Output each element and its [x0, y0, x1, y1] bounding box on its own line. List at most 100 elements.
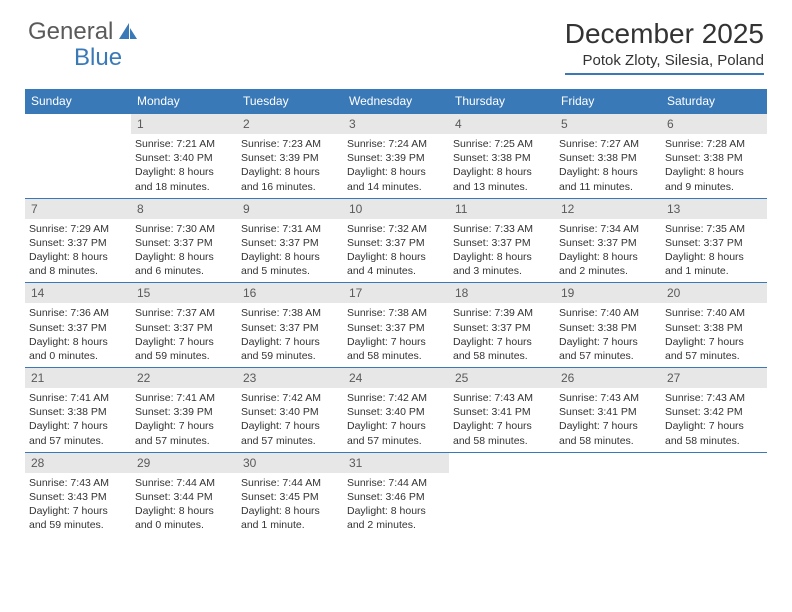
daylight-line: Daylight: 8 hours and 0 minutes.: [29, 336, 108, 362]
sunset-line: Sunset: 3:39 PM: [347, 152, 425, 164]
sunrise-line: Sunrise: 7:21 AM: [135, 138, 215, 150]
day-number: [555, 453, 661, 473]
logo: General: [28, 18, 139, 46]
sunset-line: Sunset: 3:37 PM: [347, 237, 425, 249]
daylight-line: Daylight: 8 hours and 1 minute.: [665, 251, 744, 277]
calendar-cell: 24Sunrise: 7:42 AMSunset: 3:40 PMDayligh…: [343, 368, 449, 453]
sunset-line: Sunset: 3:38 PM: [559, 322, 637, 334]
daylight-line: Daylight: 7 hours and 57 minutes.: [559, 336, 638, 362]
calendar-cell: 2Sunrise: 7:23 AMSunset: 3:39 PMDaylight…: [237, 114, 343, 199]
daylight-line: Daylight: 7 hours and 57 minutes.: [241, 420, 320, 446]
dayname-header-row: SundayMondayTuesdayWednesdayThursdayFrid…: [25, 89, 767, 114]
sunrise-line: Sunrise: 7:43 AM: [559, 392, 639, 404]
day-info: Sunrise: 7:31 AMSunset: 3:37 PMDaylight:…: [237, 219, 343, 283]
dayname-header: Thursday: [449, 89, 555, 114]
daylight-line: Daylight: 8 hours and 2 minutes.: [347, 505, 426, 531]
sunset-line: Sunset: 3:37 PM: [559, 237, 637, 249]
day-number: 2: [237, 114, 343, 134]
sunrise-line: Sunrise: 7:40 AM: [559, 307, 639, 319]
day-number: 6: [661, 114, 767, 134]
sunset-line: Sunset: 3:38 PM: [29, 406, 107, 418]
day-info: Sunrise: 7:36 AM Sunset: 3:37 PM Daylight:…: [25, 303, 131, 367]
day-number: 29: [131, 453, 237, 473]
sunrise-line: Sunrise: 7:40 AM: [665, 307, 745, 319]
day-info: Sunrise: 7:43 AMSunset: 3:41 PMDaylight:…: [449, 388, 555, 452]
logo-text-blue: Blue: [74, 44, 122, 72]
calendar-cell-empty: [661, 452, 767, 536]
calendar-table: SundayMondayTuesdayWednesdayThursdayFrid…: [25, 89, 767, 536]
daylight-line: Daylight: 8 hours and 2 minutes.: [559, 251, 638, 277]
day-info: Sunrise: 7:27 AMSunset: 3:38 PMDaylight:…: [555, 134, 661, 198]
calendar-cell: 15Sunrise: 7:37 AMSunset: 3:37 PMDayligh…: [131, 283, 237, 368]
day-number: 7: [25, 199, 131, 219]
day-info: Sunrise: 7:44 AMSunset: 3:46 PMDaylight:…: [343, 473, 449, 537]
day-number: 21: [25, 368, 131, 388]
day-number: 12: [555, 199, 661, 219]
daylight-line: Daylight: 7 hours and 59 minutes.: [135, 336, 214, 362]
daylight-line: Daylight: 7 hours and 57 minutes.: [29, 420, 108, 446]
sunset-line: Sunset: 3:43 PM: [29, 491, 107, 503]
calendar-cell: 10Sunrise: 7:32 AMSunset: 3:37 PMDayligh…: [343, 198, 449, 283]
sunrise-line: Sunrise: 7:35 AM: [665, 223, 745, 235]
sunset-line: Sunset: 3:37 PM: [241, 322, 319, 334]
dayname-header: Friday: [555, 89, 661, 114]
dayname-header: Sunday: [25, 89, 131, 114]
calendar-cell: 9Sunrise: 7:31 AMSunset: 3:37 PMDaylight…: [237, 198, 343, 283]
daylight-line: Daylight: 8 hours and 16 minutes.: [241, 166, 320, 192]
sunrise-line: Sunrise: 7:44 AM: [347, 477, 427, 489]
sunrise-line: Sunrise: 7:37 AM: [135, 307, 215, 319]
sunrise-line: Sunrise: 7:42 AM: [241, 392, 321, 404]
sunset-line: Sunset: 3:37 PM: [347, 322, 425, 334]
day-number: 28: [25, 453, 131, 473]
sunrise-line: Sunrise: 7:43 AM: [665, 392, 745, 404]
day-number: 17: [343, 283, 449, 303]
day-info: Sunrise: 7:35 AMSunset: 3:37 PMDaylight:…: [661, 219, 767, 283]
day-info: Sunrise: 7:42 AM Sunset: 3:40 PM Daylight:…: [237, 388, 343, 452]
calendar-cell: 30Sunrise: 7:44 AMSunset: 3:45 PMDayligh…: [237, 452, 343, 536]
daylight-line: Daylight: 8 hours and 9 minutes.: [665, 166, 744, 192]
sunrise-line: Sunrise: 7:33 AM: [453, 223, 533, 235]
sunrise-line: Sunrise: 7:32 AM: [347, 223, 427, 235]
daylight-line: Daylight: 8 hours and 1 minute.: [241, 505, 320, 531]
day-info: Sunrise: 7:43 AMSunset: 3:42 PMDaylight:…: [661, 388, 767, 452]
sunrise-line: Sunrise: 7:38 AM: [347, 307, 427, 319]
calendar-cell: 3Sunrise: 7:24 AMSunset: 3:39 PMDaylight…: [343, 114, 449, 199]
calendar-cell-empty: [555, 452, 661, 536]
calendar-cell: 12Sunrise: 7:34 AMSunset: 3:37 PMDayligh…: [555, 198, 661, 283]
calendar-cell: 27Sunrise: 7:43 AMSunset: 3:42 PMDayligh…: [661, 368, 767, 453]
sunset-line: Sunset: 3:37 PM: [29, 322, 107, 334]
sunrise-line: Sunrise: 7:29 AM: [29, 223, 109, 235]
daylight-line: Daylight: 7 hours and 59 minutes.: [241, 336, 320, 362]
daylight-line: Daylight: 7 hours and 58 minutes.: [347, 336, 426, 362]
daylight-line: Daylight: 8 hours and 14 minutes.: [347, 166, 426, 192]
sunset-line: Sunset: 3:40 PM: [241, 406, 319, 418]
day-info: Sunrise: 7:44 AM Sunset: 3:45 PM Daylight:…: [237, 473, 343, 537]
sunrise-line: Sunrise: 7:41 AM: [29, 392, 109, 404]
daylight-line: Daylight: 7 hours and 57 minutes.: [135, 420, 214, 446]
day-info: Sunrise: 7:30 AMSunset: 3:37 PMDaylight:…: [131, 219, 237, 283]
calendar-cell-empty: [449, 452, 555, 536]
sunrise-line: Sunrise: 7:36 AM: [29, 307, 109, 319]
day-number: 1: [131, 114, 237, 134]
day-info: Sunrise: 7:44 AMSunset: 3:44 PMDaylight:…: [131, 473, 237, 537]
sunset-line: Sunset: 3:39 PM: [241, 152, 319, 164]
calendar-week-row: 14Sunrise: 7:36 AMSunset: 3:37 PMDayligh…: [25, 283, 767, 368]
day-number: 10: [343, 199, 449, 219]
logo-sail-icon: [117, 21, 139, 43]
calendar-body: 1 Sunrise: 7:21 AM Sunset: 3:40 PM Daylight…: [25, 114, 767, 537]
sunset-line: Sunset: 3:42 PM: [665, 406, 743, 418]
calendar-cell: 20Sunrise: 7:40 AMSunset: 3:38 PMDayligh…: [661, 283, 767, 368]
sunrise-line: Sunrise: 7:43 AM: [29, 477, 109, 489]
day-number: 13: [661, 199, 767, 219]
sunrise-line: Sunrise: 7:44 AM: [241, 477, 321, 489]
calendar-week-row: 1Sunrise: 7:21 AMSunset: 3:40 PMDaylight…: [25, 114, 767, 199]
calendar-cell: 14Sunrise: 7:36 AMSunset: 3:37 PMDayligh…: [25, 283, 131, 368]
month-title: December 2025: [565, 18, 764, 50]
day-number: 22: [131, 368, 237, 388]
calendar-cell: 28Sunrise: 7:43 AMSunset: 3:43 PMDayligh…: [25, 452, 131, 536]
sunset-line: Sunset: 3:45 PM: [241, 491, 319, 503]
day-info: Sunrise: 7:37 AMSunset: 3:37 PMDaylight:…: [131, 303, 237, 367]
sunset-line: Sunset: 3:38 PM: [559, 152, 637, 164]
sunset-line: Sunset: 3:40 PM: [347, 406, 425, 418]
calendar-cell: 11Sunrise: 7:33 AMSunset: 3:37 PMDayligh…: [449, 198, 555, 283]
